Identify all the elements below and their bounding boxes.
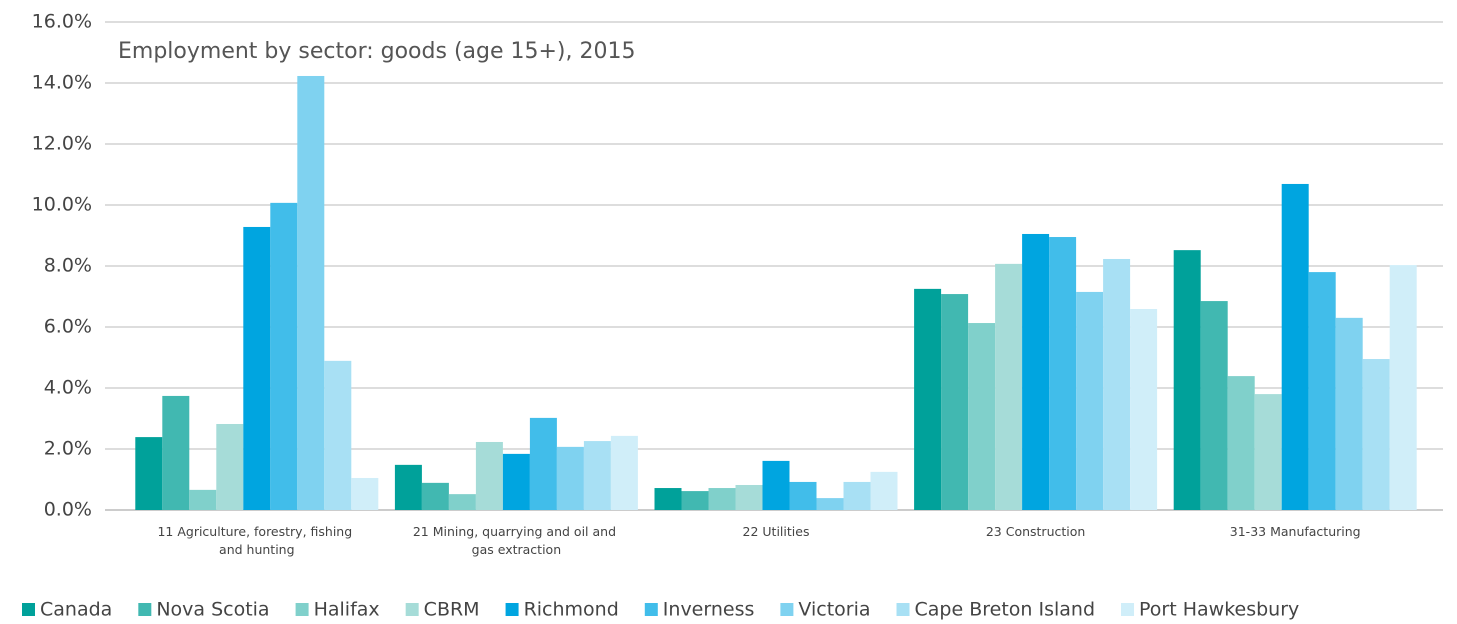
legend-label: Cape Breton Island bbox=[915, 599, 1096, 621]
y-tick-label: 10.0% bbox=[32, 194, 92, 216]
bar bbox=[394, 464, 422, 510]
bar bbox=[968, 323, 996, 510]
bar bbox=[448, 494, 476, 510]
bar bbox=[1200, 301, 1228, 510]
bar bbox=[843, 481, 871, 510]
legend-label: CBRM bbox=[424, 599, 480, 621]
legend-swatch bbox=[22, 603, 35, 616]
legend-swatch bbox=[138, 603, 152, 616]
bar bbox=[816, 498, 844, 510]
bar bbox=[995, 263, 1023, 510]
legend-swatch bbox=[505, 603, 519, 616]
bar bbox=[189, 489, 217, 510]
legend-label: Richmond bbox=[524, 599, 619, 621]
legend-swatch bbox=[405, 603, 419, 616]
bar bbox=[324, 360, 352, 510]
y-tick-label: 8.0% bbox=[44, 255, 92, 277]
bar bbox=[870, 471, 898, 510]
legend-label: Port Hawkesbury bbox=[1139, 599, 1299, 621]
bar bbox=[135, 437, 163, 510]
legend-swatch bbox=[780, 603, 794, 616]
bar bbox=[1103, 258, 1131, 510]
bar bbox=[1049, 237, 1077, 510]
x-tick-label: 21 Mining, quarrying and oil and gas ext… bbox=[413, 524, 620, 557]
legend-label: Canada bbox=[40, 599, 112, 621]
bar bbox=[297, 75, 325, 511]
bar bbox=[1076, 291, 1104, 510]
y-tick-label: 2.0% bbox=[44, 438, 92, 460]
bar bbox=[708, 488, 736, 510]
legend-label: Inverness bbox=[663, 599, 755, 621]
bar bbox=[1308, 272, 1336, 510]
bar bbox=[762, 460, 790, 510]
x-tick-label: 31-33 Manufacturing bbox=[1230, 524, 1361, 539]
bar bbox=[475, 441, 503, 510]
bar bbox=[421, 482, 449, 510]
chart-title: Employment by sector: goods (age 15+), 2… bbox=[118, 39, 635, 64]
bar bbox=[1254, 394, 1282, 510]
y-tick-label: 6.0% bbox=[44, 316, 92, 338]
legend-swatch bbox=[295, 603, 309, 616]
bar bbox=[610, 435, 638, 510]
bar bbox=[914, 288, 942, 510]
bar bbox=[1130, 309, 1158, 510]
y-tick-label: 0.0% bbox=[44, 499, 92, 521]
legend-swatch bbox=[644, 603, 658, 616]
bar bbox=[583, 441, 611, 510]
x-tick-label: 22 Utilities bbox=[743, 524, 810, 539]
y-tick-label: 4.0% bbox=[44, 377, 92, 399]
bar bbox=[243, 226, 271, 510]
bar bbox=[789, 481, 817, 510]
bar bbox=[556, 446, 584, 510]
legend-label: Halifax bbox=[314, 599, 380, 621]
bar bbox=[735, 484, 763, 510]
legend-swatch bbox=[896, 603, 910, 616]
bar bbox=[351, 477, 379, 510]
bar bbox=[941, 294, 969, 510]
x-tick-label: 11 Agriculture, forestry, fishing and hu… bbox=[157, 524, 356, 557]
bar bbox=[654, 488, 682, 510]
bar bbox=[270, 202, 298, 511]
bar bbox=[162, 395, 190, 510]
bar bbox=[681, 491, 709, 510]
x-tick-label: 23 Construction bbox=[986, 524, 1085, 539]
y-tick-label: 14.0% bbox=[32, 72, 92, 94]
legend-label: Victoria bbox=[798, 599, 870, 621]
y-tick-label: 12.0% bbox=[32, 133, 92, 155]
bar bbox=[1173, 250, 1201, 510]
y-tick-label: 16.0% bbox=[32, 11, 92, 33]
bar bbox=[1022, 233, 1050, 510]
bar bbox=[1227, 376, 1255, 510]
legend-swatch bbox=[1121, 603, 1135, 616]
bar bbox=[529, 417, 557, 510]
bar bbox=[502, 453, 530, 510]
bar bbox=[1281, 183, 1309, 510]
bar bbox=[1389, 265, 1417, 510]
bar bbox=[216, 423, 244, 510]
bar bbox=[1335, 317, 1363, 510]
legend-label: Nova Scotia bbox=[156, 599, 269, 621]
bar bbox=[1362, 359, 1390, 510]
